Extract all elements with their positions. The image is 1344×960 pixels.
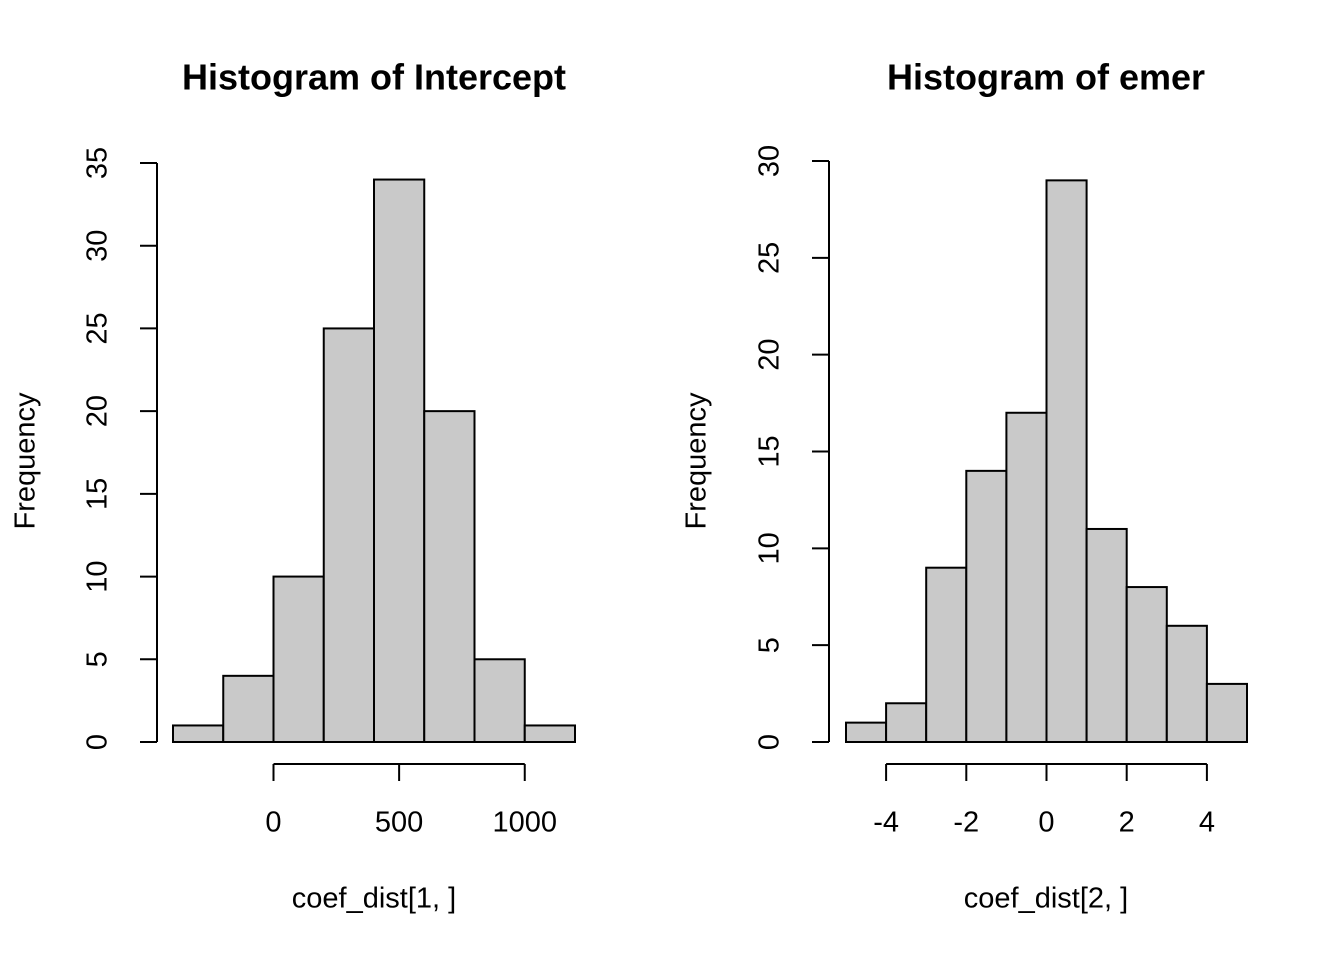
histogram-bar [1205, 682, 1249, 744]
histogram-bar [965, 469, 1008, 743]
y-tick-label: 0 [82, 734, 114, 750]
y-axis-label: Frequency [681, 392, 713, 530]
y-tick-label: 10 [82, 560, 114, 592]
x-tick-label: 2 [1119, 807, 1135, 839]
y-tick-label: 5 [754, 637, 786, 653]
histogram-bar [373, 178, 426, 744]
x-axis-label: coef_dist[2, ] [964, 883, 1128, 915]
y-tick-label: 15 [82, 478, 114, 510]
histogram-bar [473, 658, 526, 743]
histogram-bar [523, 724, 576, 744]
x-tick-label: -4 [873, 807, 899, 839]
histogram-bar [1045, 179, 1088, 744]
histogram-bar [172, 724, 225, 744]
histogram-bar [1165, 624, 1208, 743]
x-tick-label: 500 [375, 807, 423, 839]
x-axis-label: coef_dist[1, ] [292, 883, 456, 915]
chart-title: Histogram of emer [887, 57, 1205, 98]
y-tick-label: 0 [754, 734, 786, 750]
histogram-bar [845, 721, 888, 744]
histogram-bar [1085, 527, 1128, 744]
y-tick-label: 20 [754, 339, 786, 371]
y-tick-label: 10 [754, 532, 786, 564]
x-tick-label: 1000 [492, 807, 557, 839]
y-tick-label: 30 [754, 145, 786, 177]
y-tick-label: 25 [754, 242, 786, 274]
y-tick-label: 20 [82, 395, 114, 427]
histogram-bar [423, 410, 476, 743]
histogram-panel-2: Histogram of emer coef_dist[2, ] Frequency… [681, 57, 1249, 915]
x-tick-label: 4 [1199, 807, 1215, 839]
histogram-bar [1125, 586, 1168, 743]
x-tick-label: 0 [1038, 807, 1054, 839]
histogram-bar [322, 327, 375, 743]
y-tick-label: 35 [82, 147, 114, 179]
x-tick-label: 0 [265, 807, 281, 839]
histogram-panel-1: Histogram of Intercept coef_dist[1, ] Freq… [10, 57, 576, 915]
histogram-bar [925, 566, 968, 744]
histogram-bar [1005, 411, 1048, 743]
histogram-bar [222, 674, 275, 743]
x-tick-label: -2 [953, 807, 979, 839]
chart-title: Histogram of Intercept [182, 57, 566, 98]
histogram-bar [885, 702, 928, 743]
histogram-bar [272, 575, 325, 743]
y-tick-label: 5 [82, 651, 114, 667]
y-tick-label: 30 [82, 230, 114, 262]
y-axis-label: Frequency [10, 392, 42, 530]
y-tick-label: 15 [754, 435, 786, 467]
y-tick-label: 25 [82, 312, 114, 344]
